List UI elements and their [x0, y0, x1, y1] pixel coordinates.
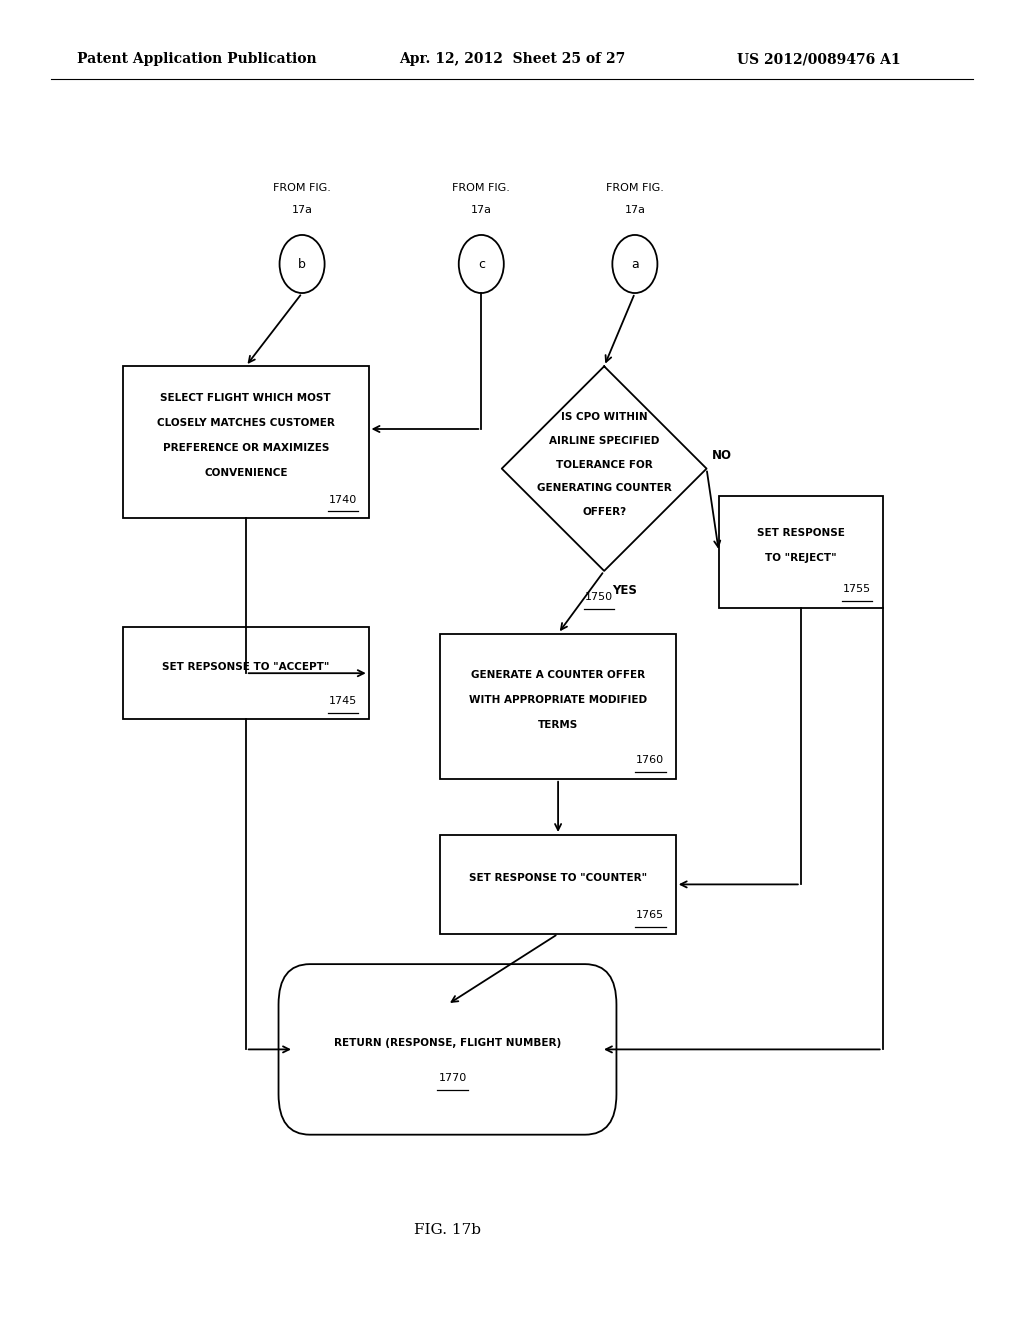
Text: SET REPSONSE TO "ACCEPT": SET REPSONSE TO "ACCEPT": [162, 661, 330, 672]
Text: 1740: 1740: [329, 495, 357, 504]
Text: Patent Application Publication: Patent Application Publication: [77, 53, 316, 66]
Text: FROM FIG.: FROM FIG.: [606, 182, 664, 193]
Text: 1750: 1750: [585, 593, 613, 602]
Text: SET RESPONSE: SET RESPONSE: [757, 528, 845, 537]
Text: SELECT FLIGHT WHICH MOST: SELECT FLIGHT WHICH MOST: [161, 393, 331, 403]
Text: WITH APPROPRIATE MODIFIED: WITH APPROPRIATE MODIFIED: [469, 694, 647, 705]
Text: 17a: 17a: [292, 205, 312, 215]
Text: TO "REJECT": TO "REJECT": [765, 553, 837, 562]
Text: US 2012/0089476 A1: US 2012/0089476 A1: [737, 53, 901, 66]
Text: CONVENIENCE: CONVENIENCE: [204, 469, 288, 478]
Text: GENERATE A COUNTER OFFER: GENERATE A COUNTER OFFER: [471, 669, 645, 680]
Text: b: b: [298, 257, 306, 271]
Text: 1745: 1745: [329, 696, 357, 706]
Text: TOLERANCE FOR: TOLERANCE FOR: [556, 459, 652, 470]
Text: RETURN (RESPONSE, FLIGHT NUMBER): RETURN (RESPONSE, FLIGHT NUMBER): [334, 1038, 561, 1048]
Text: TERMS: TERMS: [538, 719, 579, 730]
Text: NO: NO: [712, 449, 732, 462]
Text: c: c: [478, 257, 484, 271]
Text: SET RESPONSE TO "COUNTER": SET RESPONSE TO "COUNTER": [469, 873, 647, 883]
Text: Apr. 12, 2012  Sheet 25 of 27: Apr. 12, 2012 Sheet 25 of 27: [399, 53, 626, 66]
Text: FIG. 17b: FIG. 17b: [414, 1224, 481, 1237]
Text: CLOSELY MATCHES CUSTOMER: CLOSELY MATCHES CUSTOMER: [157, 418, 335, 428]
Text: 17a: 17a: [625, 205, 645, 215]
Bar: [123, 366, 369, 517]
Text: 17a: 17a: [471, 205, 492, 215]
Bar: [440, 836, 676, 935]
Text: FROM FIG.: FROM FIG.: [453, 182, 510, 193]
Text: YES: YES: [612, 585, 637, 597]
Text: IS CPO WITHIN: IS CPO WITHIN: [561, 412, 647, 422]
Text: FROM FIG.: FROM FIG.: [273, 182, 331, 193]
Bar: [719, 496, 883, 607]
Text: OFFER?: OFFER?: [582, 507, 627, 517]
Text: 1770: 1770: [438, 1073, 467, 1084]
Text: 1760: 1760: [636, 755, 665, 766]
Text: AIRLINE SPECIFIED: AIRLINE SPECIFIED: [549, 436, 659, 446]
Text: 1755: 1755: [843, 585, 871, 594]
Bar: [440, 634, 676, 779]
Text: 1765: 1765: [636, 911, 665, 920]
Text: GENERATING COUNTER: GENERATING COUNTER: [537, 483, 672, 494]
Bar: [123, 627, 369, 719]
Text: PREFERENCE OR MAXIMIZES: PREFERENCE OR MAXIMIZES: [163, 444, 329, 453]
Text: a: a: [631, 257, 639, 271]
